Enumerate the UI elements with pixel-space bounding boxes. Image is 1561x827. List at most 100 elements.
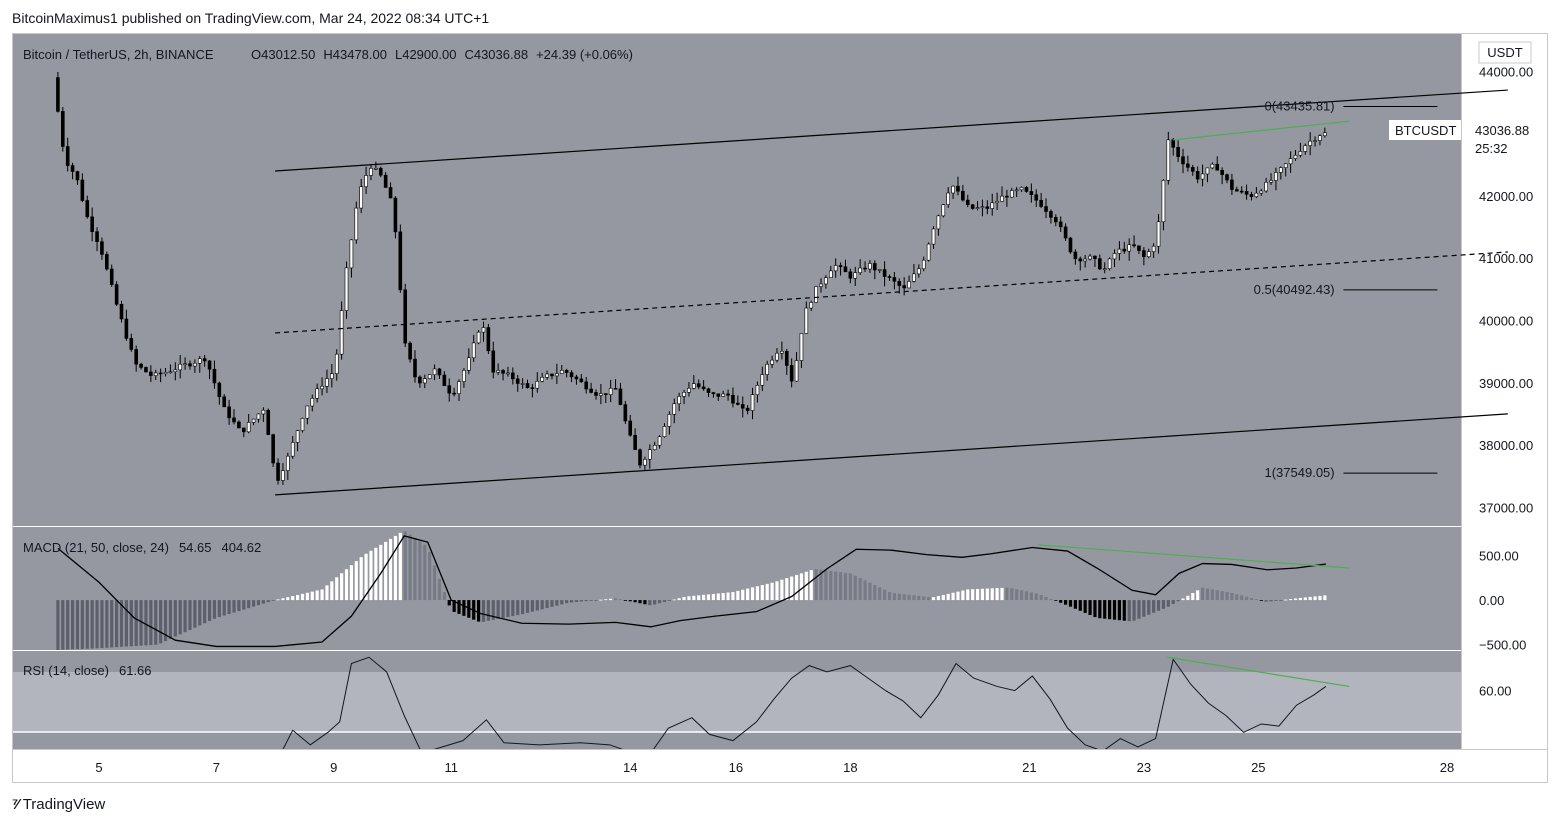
candle-body: [990, 202, 995, 209]
rsi-band: [13, 672, 1461, 732]
macd-histogram-bar: [1289, 599, 1293, 601]
candle-body: [70, 165, 75, 172]
macd-histogram-bar: [75, 600, 80, 650]
candle-body: [736, 402, 740, 405]
macd-pane-bg[interactable]: [13, 527, 1461, 650]
macd-histogram-bar: [995, 588, 999, 601]
macd-histogram-bar: [232, 600, 236, 613]
macd-histogram-bar: [868, 582, 872, 601]
macd-histogram-bar: [677, 598, 681, 601]
candle-body: [344, 267, 349, 311]
candle-body: [437, 368, 442, 376]
candle-body: [286, 455, 290, 471]
fib-group[interactable]: 0(43435.81) 0.5(40492.43) 1(37549.05): [1254, 99, 1438, 481]
macd-histogram-bar: [633, 600, 637, 603]
candle-body: [1190, 167, 1195, 172]
candle-body: [476, 331, 481, 344]
macd-histogram-bar: [1313, 596, 1317, 601]
tradingview-footer[interactable]: ⁷⁄ TradingView: [12, 796, 105, 813]
candle-body: [374, 167, 378, 170]
time-axis-label: 25: [1251, 760, 1265, 775]
macd-histogram-bar: [261, 600, 265, 604]
candle-body: [1181, 156, 1185, 165]
macd-histogram-bar: [163, 600, 168, 642]
candle-body: [1230, 179, 1234, 190]
macd-histogram-bar: [863, 580, 867, 601]
macd-histogram-bar: [413, 537, 417, 601]
macd-histogram-bar: [1249, 597, 1254, 601]
candle-body: [657, 436, 662, 446]
macd-histogram-bar: [731, 592, 735, 601]
candle-body: [838, 265, 843, 268]
macd-histogram-bar: [648, 600, 652, 606]
macd-histogram-bar: [1323, 595, 1327, 601]
time-axis-label: 21: [1022, 760, 1036, 775]
macd-histogram-bar: [432, 565, 437, 601]
channel-upper-line[interactable]: [275, 89, 1508, 172]
macd-histogram-bar: [119, 600, 124, 647]
macd-histogram-bar: [799, 573, 804, 601]
symbol-title[interactable]: Bitcoin / TetherUS, 2h, BINANCE: [23, 47, 214, 62]
time-axis-label: 14: [623, 760, 637, 775]
candle-body: [706, 388, 711, 393]
candle-body: [334, 353, 339, 374]
macd-histogram-bar: [1196, 590, 1200, 601]
candle-body: [124, 318, 129, 339]
candle-body: [956, 185, 960, 192]
macd-histogram-bar: [359, 557, 363, 601]
candle-body: [628, 420, 633, 436]
macd-histogram-bar: [985, 588, 989, 601]
macd-histogram-bar: [281, 598, 285, 601]
macd-histogram-bar: [843, 572, 848, 601]
macd-histogram-bar: [1284, 599, 1288, 601]
candle-body: [780, 350, 784, 354]
currency-badge-box[interactable]: [1478, 41, 1532, 64]
macd-histogram-bar: [1244, 596, 1249, 601]
candle-body: [877, 269, 882, 271]
macd-label[interactable]: MACD (21, 50, close, 24) 54.65 404.62: [23, 540, 261, 555]
time-axis-label: 28: [1440, 760, 1454, 775]
macd-group: [56, 531, 1350, 650]
rsi-group: [282, 656, 1350, 749]
macd-histogram-bar: [716, 593, 720, 601]
candle-body: [300, 418, 305, 431]
rsi-label[interactable]: RSI (14, close) 61.66: [23, 663, 152, 678]
candle-body: [1102, 268, 1107, 270]
chart-frame[interactable]: 0(43435.81) 0.5(40492.43) 1(37549.05) 4400…: [12, 33, 1548, 783]
macd-histogram-bar: [922, 596, 926, 601]
macd-histogram-bar: [697, 595, 701, 601]
candle-body: [574, 376, 579, 380]
candle-body: [819, 283, 823, 287]
price-divergence-line[interactable]: [1173, 120, 1350, 141]
rsi-line: [282, 656, 1327, 749]
candle-body: [555, 373, 559, 377]
channel-middle-line[interactable]: [275, 251, 1508, 334]
last-price-box: [1469, 120, 1543, 158]
currency-badge[interactable]: USDT: [1487, 45, 1522, 60]
macd-histogram-bar: [149, 600, 153, 646]
macd-histogram-bar: [1093, 600, 1097, 618]
candle-body: [271, 434, 275, 464]
candle-body: [848, 271, 853, 279]
macd-histogram-bar: [90, 600, 94, 649]
macd-histogram-bar: [775, 581, 779, 601]
candle-body: [965, 199, 970, 205]
candle-body: [1279, 167, 1283, 173]
channel-lower-line[interactable]: [275, 413, 1508, 496]
macd-histogram-bar: [971, 589, 975, 601]
macd-histogram-bar: [1068, 600, 1073, 607]
candle-body: [917, 268, 921, 275]
candle-body: [452, 392, 456, 395]
candle-body: [1200, 173, 1205, 180]
candle-body: [633, 434, 637, 451]
channel-group[interactable]: [275, 89, 1508, 496]
price-pane-bg[interactable]: [13, 34, 1461, 526]
macd-histogram-bar: [364, 553, 368, 601]
macd-histogram-bar: [222, 600, 226, 616]
chart-canvas[interactable]: 0(43435.81) 0.5(40492.43) 1(37549.05) 4400…: [13, 34, 1547, 782]
candle-body: [119, 304, 124, 320]
macd-value-2: 404.62: [222, 540, 262, 555]
candle-body: [662, 426, 667, 437]
macd-histogram-bar: [1049, 598, 1053, 601]
macd-histogram-bar: [961, 590, 965, 601]
